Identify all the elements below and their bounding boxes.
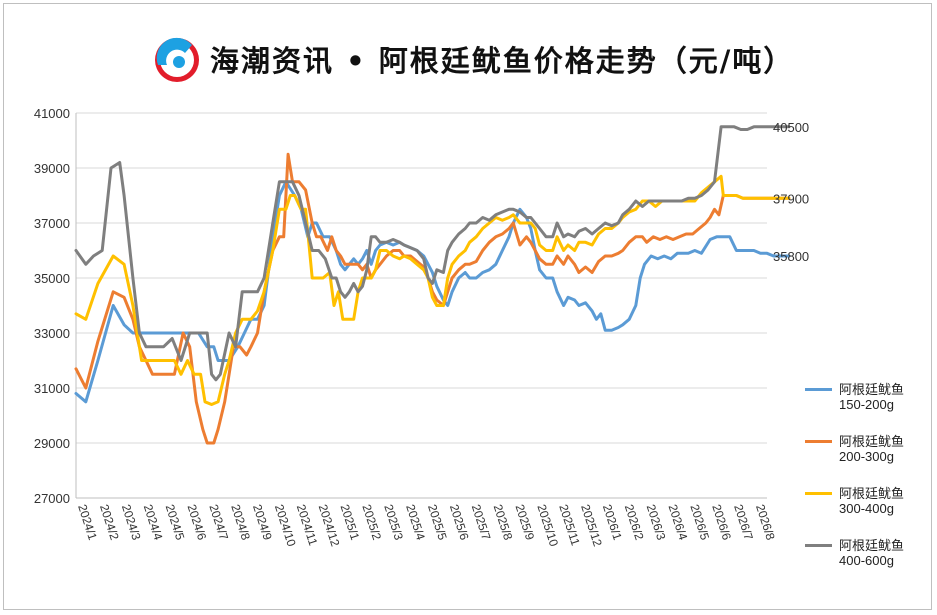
x-tick-label: 2025/6 bbox=[447, 503, 472, 543]
series-line-1 bbox=[74, 180, 791, 404]
legend-series-name: 阿根廷鱿鱼 bbox=[839, 486, 905, 501]
x-tick-label: 2024/3 bbox=[119, 503, 144, 543]
legend-series-name: 阿根廷鱿鱼 bbox=[839, 434, 905, 449]
x-tick-label: 2024/8 bbox=[228, 503, 253, 543]
y-tick-label: 35000 bbox=[34, 271, 70, 286]
legend-item: 阿根廷鱿鱼 300-400g bbox=[805, 482, 930, 534]
x-tick-label: 2024/5 bbox=[163, 503, 188, 543]
x-tick-label: 2025/1 bbox=[338, 503, 363, 543]
x-tick-label: 2025/7 bbox=[469, 503, 494, 543]
legend-item: 阿根廷鱿鱼 150-200g bbox=[805, 378, 930, 430]
x-tick-label: 2024/7 bbox=[206, 503, 231, 543]
haichao-logo-icon bbox=[155, 37, 199, 82]
chart-frame bbox=[3, 3, 932, 610]
x-tick-label: 2024/4 bbox=[141, 503, 166, 543]
legend-series-range: 300-400g bbox=[839, 501, 894, 516]
x-tick-label: 2024/9 bbox=[250, 503, 275, 543]
x-tick-label: 2025/5 bbox=[425, 503, 450, 543]
legend-series-name: 阿根廷鱿鱼 bbox=[839, 538, 905, 553]
x-tick-label: 2026/5 bbox=[687, 503, 712, 543]
series-line-4 bbox=[74, 125, 791, 382]
legend-item: 阿根廷鱿鱼 200-300g bbox=[805, 430, 930, 482]
legend-series-range: 150-200g bbox=[839, 397, 894, 412]
end-value-label: 40500 bbox=[773, 120, 809, 135]
legend-series-range: 200-300g bbox=[839, 449, 894, 464]
x-tick-label: 2026/7 bbox=[731, 503, 756, 543]
x-tick-label: 2025/4 bbox=[403, 503, 428, 543]
x-tick-label: 2025/2 bbox=[359, 503, 384, 543]
x-tick-label: 2024/6 bbox=[184, 503, 209, 543]
x-tick-label: 2026/3 bbox=[644, 503, 669, 543]
end-value-label: 37900 bbox=[773, 191, 809, 206]
y-tick-label: 39000 bbox=[34, 161, 70, 176]
x-tick-label: 2026/8 bbox=[753, 503, 778, 543]
y-tick-label: 31000 bbox=[34, 381, 70, 396]
x-tick-label: 2026/6 bbox=[709, 503, 734, 543]
y-tick-label: 27000 bbox=[34, 491, 70, 506]
legend-series-name: 阿根廷鱿鱼 bbox=[839, 382, 905, 397]
x-tick-label: 2025/9 bbox=[512, 503, 537, 543]
x-tick-label: 2026/4 bbox=[666, 503, 691, 543]
legend-item: 阿根廷鱿鱼 400-600g bbox=[805, 534, 930, 586]
y-tick-label: 37000 bbox=[34, 216, 70, 231]
x-tick-label: 2026/2 bbox=[622, 503, 647, 543]
x-tick-label: 2026/1 bbox=[600, 503, 625, 543]
x-tick-label: 2024/1 bbox=[75, 503, 100, 543]
x-tick-label: 2025/3 bbox=[381, 503, 406, 543]
y-tick-label: 33000 bbox=[34, 326, 70, 341]
end-value-label: 35800 bbox=[773, 249, 809, 264]
chart-legend: 阿根廷鱿鱼 150-200g 阿根廷鱿鱼 200-300g 阿根廷鱿鱼 300-400g 阿… bbox=[805, 378, 930, 586]
x-tick-label: 2024/2 bbox=[97, 503, 122, 543]
y-tick-label: 41000 bbox=[34, 106, 70, 121]
series-line-2 bbox=[74, 152, 791, 445]
legend-swatch bbox=[805, 544, 832, 547]
legend-swatch bbox=[805, 440, 832, 443]
chart-title: 海潮资讯 • 阿根廷鱿鱼价格走势（元/吨） bbox=[210, 44, 795, 78]
legend-swatch bbox=[805, 492, 832, 495]
x-tick-label: 2025/8 bbox=[491, 503, 516, 543]
legend-series-range: 400-600g bbox=[839, 553, 894, 568]
y-tick-label: 29000 bbox=[34, 436, 70, 451]
chart-header: 海潮资讯 • 阿根廷鱿鱼价格走势（元/吨） bbox=[0, 30, 937, 90]
legend-swatch bbox=[805, 388, 832, 391]
